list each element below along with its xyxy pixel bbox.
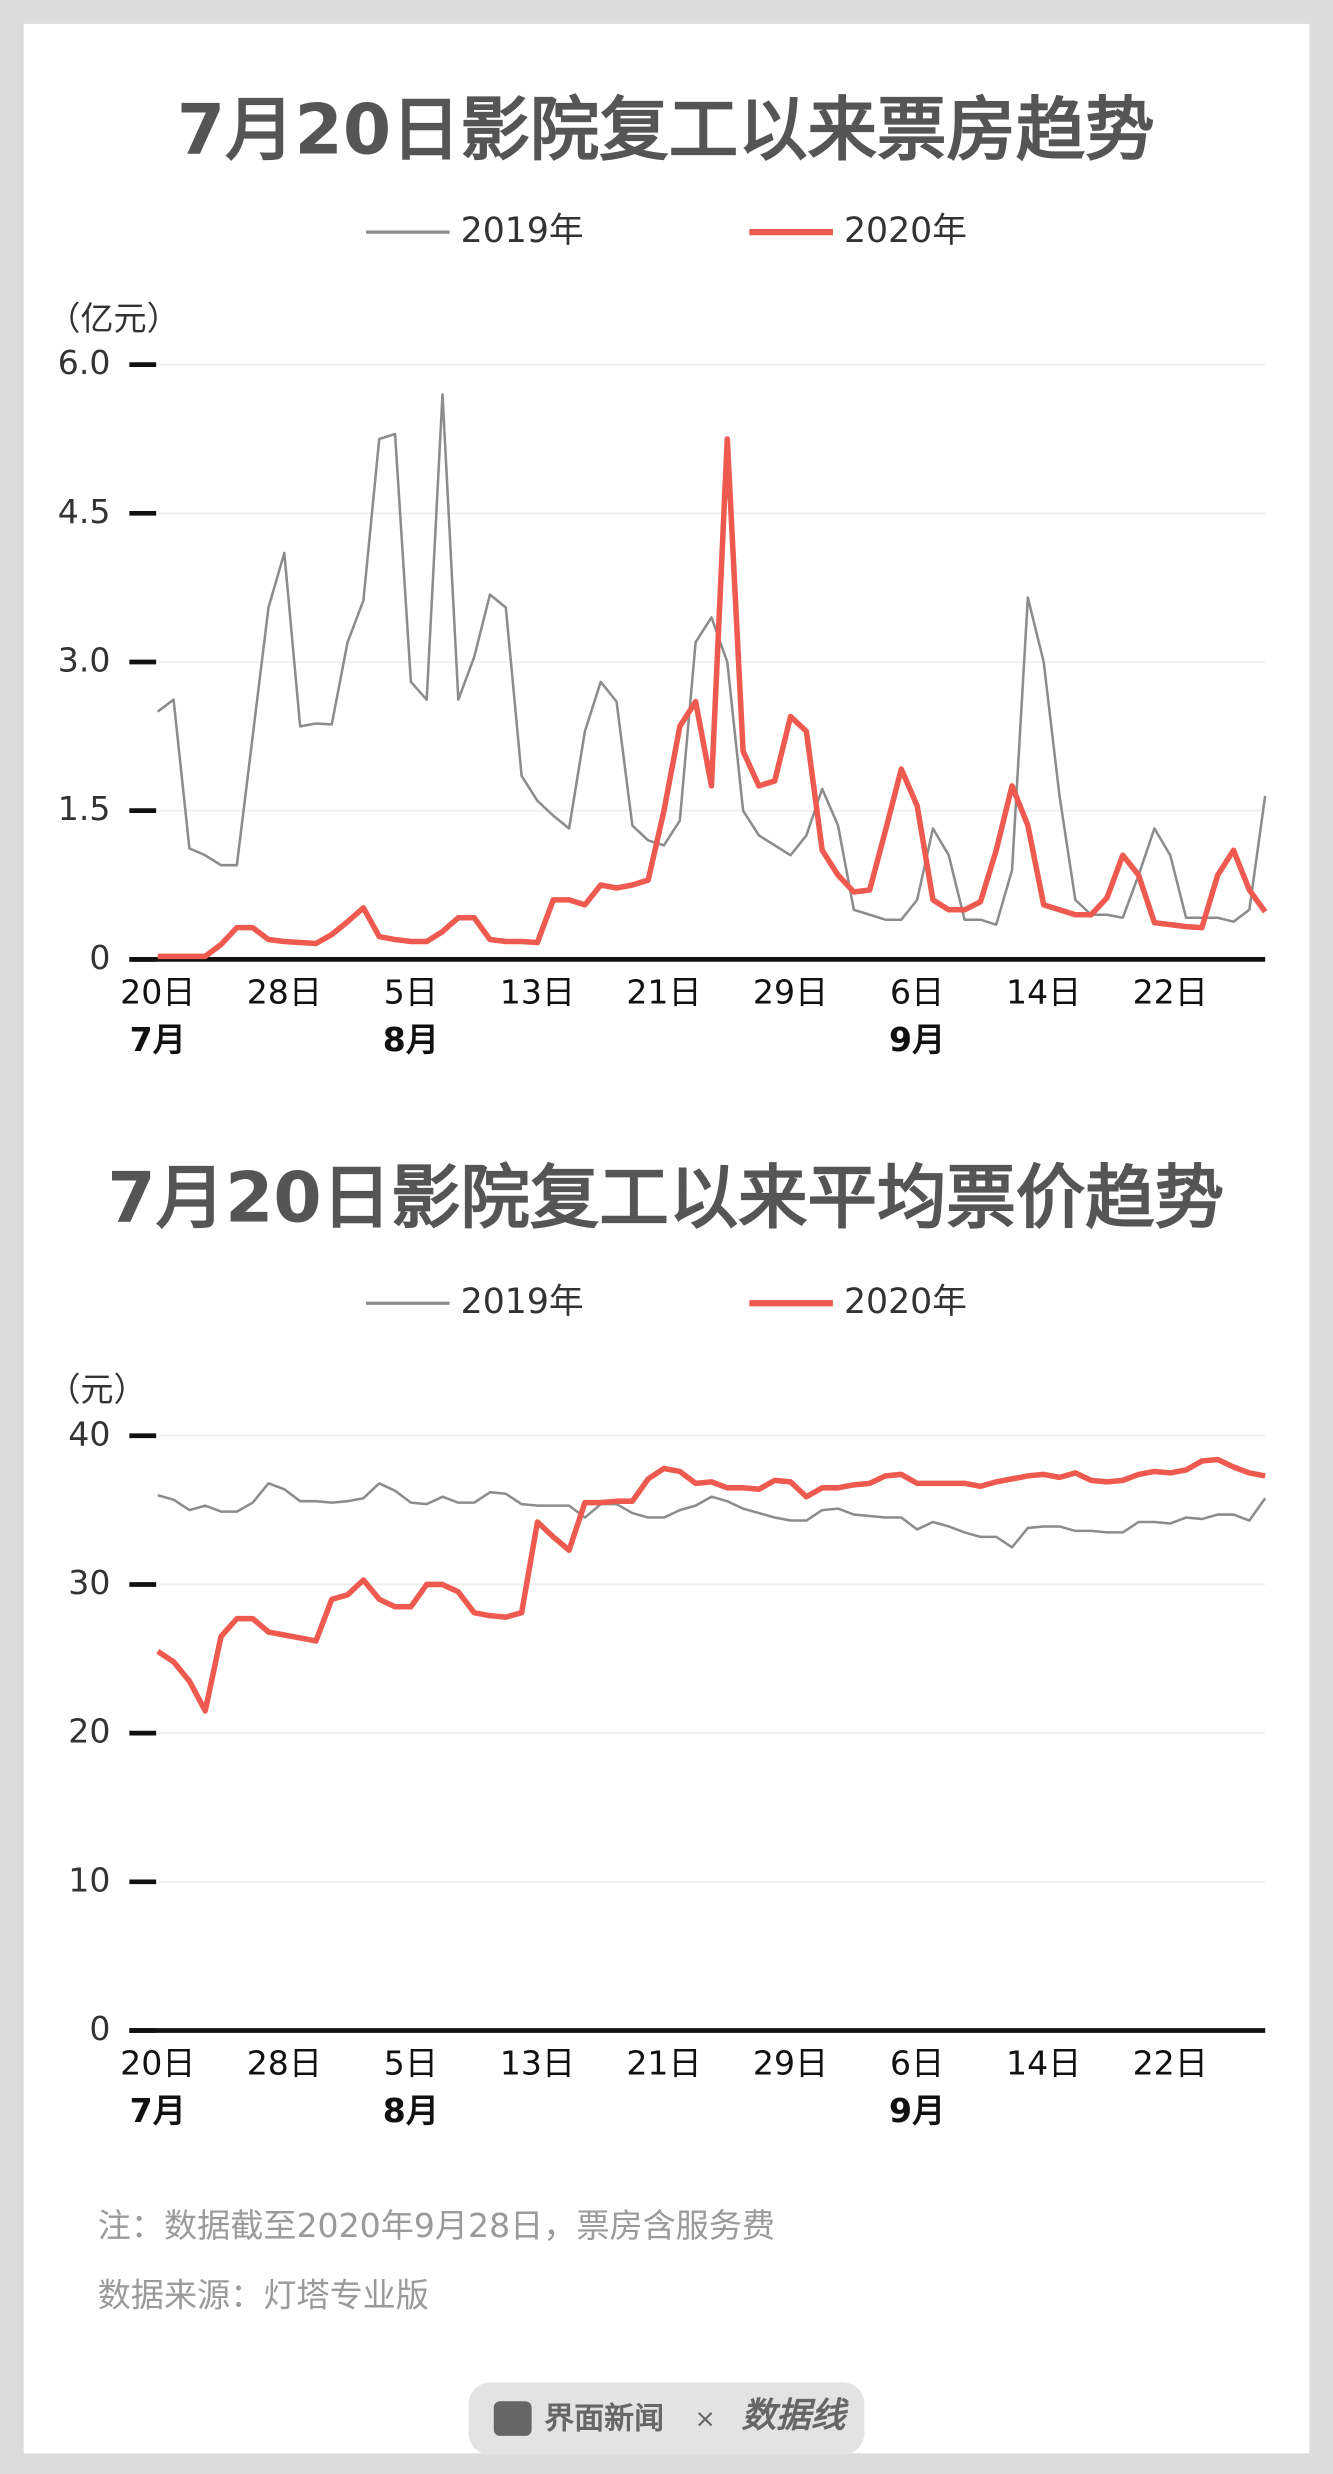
x-tick-label: 22日 — [1133, 973, 1208, 1012]
legend-label: 2020年 — [844, 1282, 967, 1322]
x-tick-label: 13日 — [500, 2044, 575, 2083]
x-tick-label: 5日 — [384, 973, 438, 1012]
y-tick-label: 3.0 — [58, 640, 111, 679]
legend-label: 2019年 — [461, 1282, 584, 1322]
y-tick-label: 10 — [68, 1860, 110, 1899]
y-tick-label: 6.0 — [58, 343, 111, 382]
footer-pill — [468, 2382, 865, 2455]
x-month-label: 7月 — [130, 2091, 186, 2130]
x-month-label: 8月 — [383, 1020, 439, 1059]
x-tick-label: 20日 — [120, 973, 195, 1012]
y-tick-label: 0 — [89, 938, 110, 977]
y-tick-label: 20 — [68, 1712, 110, 1751]
x-tick-label: 29日 — [753, 973, 828, 1012]
y-tick-label: 0 — [89, 2009, 110, 2048]
x-month-label: 9月 — [889, 1020, 945, 1059]
x-tick-label: 13日 — [500, 973, 575, 1012]
note: 注：数据截至2020年9月28日，票房含服务费 — [98, 2206, 775, 2245]
x-tick-label: 22日 — [1133, 2044, 1208, 2083]
source: 数据来源：灯塔专业版 — [98, 2276, 429, 2315]
x-tick-label: 21日 — [626, 2044, 701, 2083]
x-tick-label: 6日 — [890, 973, 944, 1012]
y-tick-label: 40 — [68, 1414, 110, 1453]
x-tick-label: 21日 — [626, 973, 701, 1012]
y-axis-unit: （元） — [47, 1370, 146, 1409]
x-month-label: 8月 — [383, 2091, 439, 2130]
legend-label: 2020年 — [844, 211, 967, 251]
x-tick-label: 29日 — [753, 2044, 828, 2083]
series-line — [157, 436, 1268, 960]
footer-partner: 数据线 — [741, 2396, 849, 2436]
chart-title: 7月20日影院复工以来票房趋势 — [177, 90, 1155, 170]
series-line — [156, 1456, 1266, 1714]
y-tick-label: 1.5 — [58, 789, 111, 828]
x-tick-label: 6日 — [890, 2044, 944, 2083]
y-tick-label: 4.5 — [58, 492, 111, 531]
y-tick-label: 30 — [68, 1563, 110, 1602]
legend-label: 2019年 — [461, 211, 584, 251]
y-axis-unit: （亿元） — [47, 299, 179, 338]
footer-separator: × — [695, 2404, 716, 2433]
series-line — [157, 1482, 1267, 1549]
x-tick-label: 14日 — [1006, 2044, 1081, 2083]
x-tick-label: 28日 — [247, 973, 322, 1012]
footer-brand: 界面新闻 — [544, 2402, 664, 2437]
x-tick-label: 20日 — [120, 2044, 195, 2083]
x-tick-label: 28日 — [247, 2044, 322, 2083]
chart-title: 7月20日影院复工以来平均票价趋势 — [107, 1158, 1224, 1238]
card — [23, 23, 1310, 2454]
series-line — [156, 393, 1267, 926]
x-month-label: 7月 — [130, 1020, 186, 1059]
x-tick-label: 5日 — [384, 2044, 438, 2083]
brand-icon — [493, 2401, 532, 2436]
x-month-label: 9月 — [889, 2091, 945, 2130]
x-tick-label: 14日 — [1006, 973, 1081, 1012]
